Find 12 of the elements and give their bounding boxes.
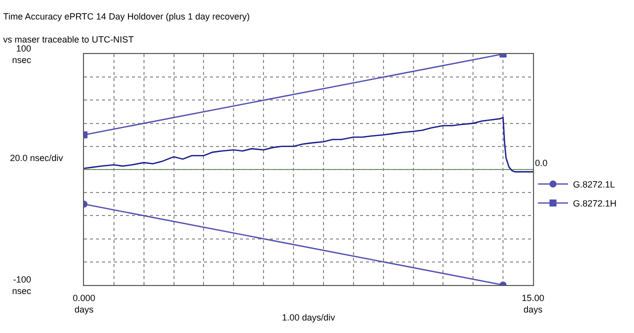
y-tick-label: -100 nsec [12,274,32,296]
legend-label: G.8272.1L [573,180,616,190]
text: 20.0 nsec/div [10,153,64,163]
line-series [84,116,533,172]
y-tick-label: 100 nsec [12,43,32,65]
x-tick-label: 15.00 days [522,292,544,314]
ref-line-label: 0.0 [535,158,548,168]
x-tick-label: 0.000 days [72,292,96,314]
chart-title: Time Accuracy ePRTC 14 Day Holdover (plus 1 day recovery) [3,12,250,22]
x-axis-title: 1.00 days/div [282,312,336,322]
legend-label: G.8272.1H [573,198,617,209]
chart-subtitle: vs maser traceable to UTC-NIST [3,34,134,44]
